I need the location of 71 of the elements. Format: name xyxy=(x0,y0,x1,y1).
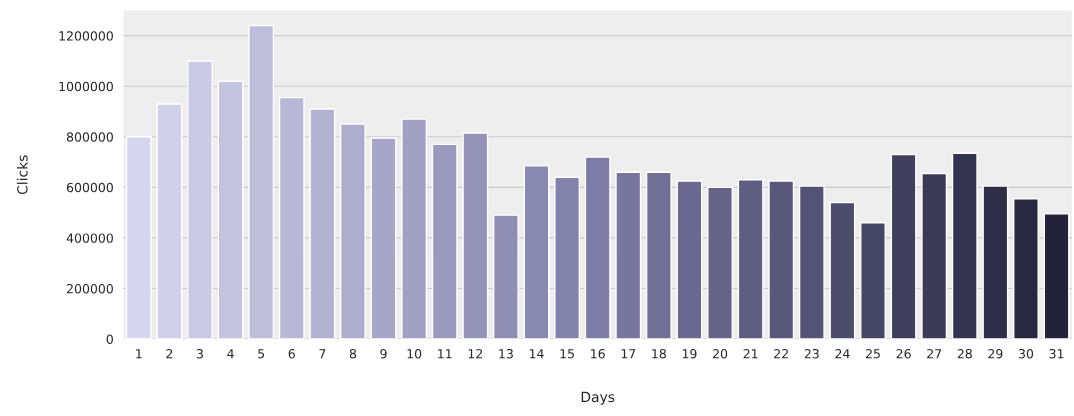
y-tick-label: 1200000 xyxy=(59,31,113,41)
y-axis-title: Clicks xyxy=(16,155,28,195)
x-tick-label: 18 xyxy=(652,348,666,359)
x-tick-label: 21 xyxy=(743,348,758,359)
x-tick-label: 12 xyxy=(468,348,483,359)
x-tick-label: 8 xyxy=(349,348,357,359)
x-tick-label: 30 xyxy=(1018,348,1034,359)
bar xyxy=(187,60,213,340)
bar xyxy=(370,137,397,340)
x-tick-label: 29 xyxy=(988,348,1003,359)
y-tick-label: 200000 xyxy=(66,283,113,294)
x-tick-label: 6 xyxy=(288,348,295,359)
bar xyxy=(645,171,672,340)
x-axis-title: Days xyxy=(581,391,615,405)
bar xyxy=(951,152,978,340)
x-tick-label: 1 xyxy=(136,349,142,359)
bar xyxy=(278,96,305,340)
bar xyxy=(462,132,489,340)
bar xyxy=(1013,198,1039,340)
y-tick-label: 600000 xyxy=(66,182,113,193)
bar xyxy=(523,165,550,340)
bar xyxy=(1043,213,1070,340)
bar xyxy=(401,118,428,340)
x-tick-label: 11 xyxy=(438,349,452,359)
bar xyxy=(982,185,1009,340)
bar xyxy=(554,176,581,340)
x-tick-label: 13 xyxy=(499,348,513,359)
x-tick-label: 26 xyxy=(896,348,911,359)
bar xyxy=(492,214,519,340)
x-tick-label: 4 xyxy=(227,349,234,359)
bar xyxy=(676,180,703,340)
bar xyxy=(584,156,611,340)
bar xyxy=(829,201,856,340)
x-tick-label: 3 xyxy=(196,348,203,359)
x-tick-label: 16 xyxy=(591,348,605,359)
x-tick-label: 10 xyxy=(407,348,422,359)
y-tick-label: 1000000 xyxy=(59,81,113,92)
x-tick-label: 19 xyxy=(682,348,697,359)
bar xyxy=(921,172,948,340)
x-tick-label: 7 xyxy=(319,349,326,359)
bar xyxy=(156,103,183,340)
x-tick-label: 9 xyxy=(380,348,387,359)
bar xyxy=(615,171,642,340)
x-tick-label: 17 xyxy=(621,349,636,359)
bar xyxy=(340,123,366,340)
bar xyxy=(798,185,825,340)
x-tick-label: 23 xyxy=(804,348,819,359)
x-tick-label: 27 xyxy=(927,348,942,359)
bar xyxy=(707,186,733,340)
x-tick-label: 15 xyxy=(560,349,574,359)
bar xyxy=(768,180,795,340)
bar xyxy=(248,24,275,340)
bar xyxy=(125,136,152,340)
bar xyxy=(217,80,244,340)
bar xyxy=(890,153,917,340)
x-tick-label: 31 xyxy=(1049,348,1064,359)
x-tick-label: 2 xyxy=(166,348,173,359)
x-tick-label: 5 xyxy=(258,349,265,359)
bar xyxy=(737,179,764,340)
bar xyxy=(431,143,458,340)
y-tick-label: 0 xyxy=(106,334,113,344)
bar xyxy=(860,222,886,340)
bar xyxy=(309,108,336,340)
x-tick-label: 24 xyxy=(835,348,850,359)
y-tick-label: 800000 xyxy=(66,132,113,142)
x-tick-label: 28 xyxy=(957,348,972,359)
x-tick-label: 25 xyxy=(865,348,880,359)
x-tick-label: 20 xyxy=(713,348,728,359)
x-tick-label: 14 xyxy=(529,349,544,359)
y-tick-label: 400000 xyxy=(66,233,113,243)
x-tick-label: 22 xyxy=(774,348,788,359)
